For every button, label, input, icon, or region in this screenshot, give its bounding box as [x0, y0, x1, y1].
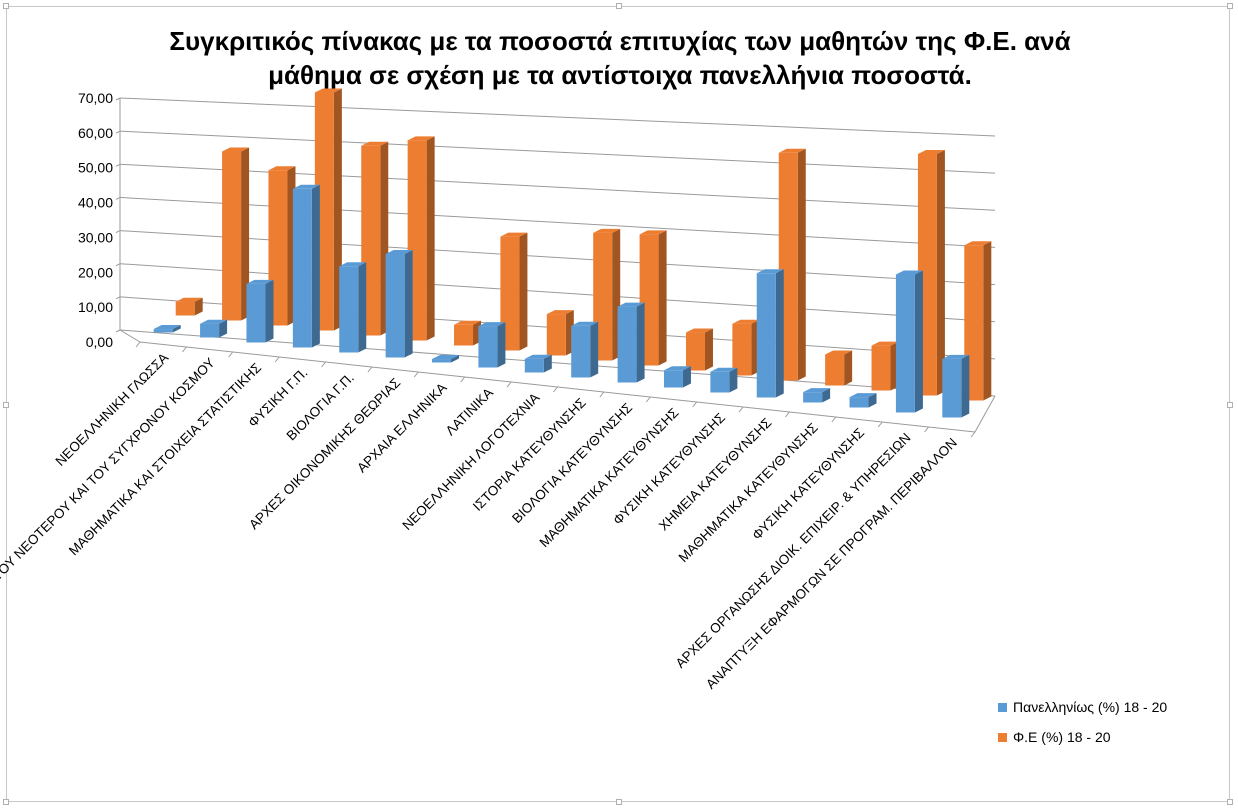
bar-panhellenic[interactable]	[756, 269, 784, 398]
bar-panhellenic[interactable]	[385, 250, 413, 358]
x-category-label: ΜΑΘΗΜΑΤΙΚΑ ΚΑΙ ΣΤΟΙΧΕΙΑ ΣΤΑΤΙΣΤΙΚΗΣ	[66, 360, 264, 558]
x-tick	[506, 381, 512, 388]
chart-title-line-1: Συγκριτικός πίνακας με τα ποσοστά επιτυχ…	[169, 26, 1071, 56]
x-tick	[460, 376, 466, 383]
x-tick	[692, 401, 698, 408]
y-tick-label: 60,00	[78, 125, 113, 141]
legend-item-school: Φ.Ε (%) 18 - 20	[998, 722, 1167, 752]
x-tick	[785, 411, 790, 418]
x-category-label: ΙΣΤΟΡΙΑ ΤΟΥ ΝΕΟΤΕΡΟΥ ΚΑΙ ΤΟΥ ΣΥΓΧΡΟΝΟΥ Κ…	[0, 355, 218, 622]
bar-panhellenic[interactable]	[246, 279, 274, 343]
resize-handle-left[interactable]	[3, 402, 9, 408]
gridline-side	[115, 130, 121, 134]
x-tick	[135, 341, 141, 348]
resize-handle-top-left[interactable]	[3, 3, 9, 9]
bar-panhellenic[interactable]	[617, 302, 645, 383]
bar-panhellenic[interactable]	[432, 355, 460, 363]
legend-swatch-panhellenic	[998, 702, 1007, 712]
x-tick	[228, 351, 234, 358]
bar-panhellenic[interactable]	[895, 270, 923, 413]
x-tick	[321, 361, 326, 368]
bar-panhellenic[interactable]	[339, 262, 367, 353]
x-tick	[738, 406, 744, 413]
bar-panhellenic[interactable]	[571, 321, 599, 378]
bar-school[interactable]	[732, 319, 760, 376]
bar-panhellenic[interactable]	[942, 354, 970, 418]
y-tick-label: 10,00	[78, 299, 113, 315]
bar-panhellenic[interactable]	[200, 319, 228, 338]
floor-right-edge	[974, 395, 996, 433]
chart-title-line-2: μάθημα σε σχέση με τα αντίστοιχα πανελλή…	[268, 60, 972, 90]
gridline	[119, 163, 996, 211]
bar-panhellenic[interactable]	[153, 325, 181, 333]
resize-handle-top-right[interactable]	[1227, 3, 1233, 9]
y-tick-label: 40,00	[78, 195, 113, 211]
x-tick	[645, 396, 651, 403]
gridline-side	[115, 97, 121, 101]
resize-handle-top[interactable]	[616, 3, 622, 9]
x-tick	[367, 366, 373, 373]
y-tick-label: 30,00	[78, 229, 113, 245]
legend-label-school: Φ.Ε (%) 18 - 20	[1013, 729, 1111, 745]
bar-panhellenic[interactable]	[524, 354, 552, 373]
bar-panhellenic[interactable]	[710, 367, 738, 393]
x-tick	[413, 371, 419, 378]
x-tick	[181, 346, 187, 353]
x-tick	[924, 426, 930, 433]
chart-legend[interactable]: Πανελληνίως (%) 18 - 20 Φ.Ε (%) 18 - 20	[998, 692, 1167, 752]
x-tick	[970, 431, 976, 438]
bar-panhellenic[interactable]	[803, 388, 831, 403]
gridline	[119, 230, 996, 286]
chart-title[interactable]: Συγκριτικός πίνακας με τα ποσοστά επιτυχ…	[120, 24, 1120, 92]
gridline-side	[115, 163, 121, 167]
bar-panhellenic[interactable]	[478, 322, 506, 368]
bar-school[interactable]	[500, 232, 528, 351]
x-category-label: ΑΝΑΠΤΥΞΗ ΕΦΑΡΜΟΓΩΝ ΣΕ ΠΡΟΓΡΑΜ. ΠΕΡΙΒΑΛΛΟ…	[703, 435, 960, 692]
legend-swatch-school	[998, 732, 1007, 742]
gridline-side	[115, 296, 121, 300]
bar-panhellenic[interactable]	[292, 184, 320, 348]
x-tick	[877, 421, 883, 428]
gridline-side	[115, 230, 121, 234]
x-tick	[553, 386, 558, 393]
bar-school[interactable]	[175, 297, 203, 316]
gridline-side	[115, 263, 121, 267]
bar-panhellenic[interactable]	[663, 366, 691, 388]
y-tick-label: 20,00	[78, 264, 113, 280]
bar-panhellenic[interactable]	[849, 393, 877, 408]
y-tick-label: 50,00	[78, 160, 113, 176]
bar-school[interactable]	[454, 320, 482, 346]
gridline	[119, 263, 996, 323]
resize-handle-bottom-left[interactable]	[3, 799, 9, 805]
bar-school[interactable]	[825, 350, 853, 386]
chart-frame[interactable]	[6, 6, 1230, 802]
gridline	[119, 130, 996, 174]
bar-school[interactable]	[546, 310, 574, 356]
x-tick	[599, 391, 605, 398]
bar-school[interactable]	[685, 328, 713, 371]
x-tick	[274, 356, 280, 363]
y-tick-label: 0,00	[86, 334, 113, 350]
legend-label-panhellenic: Πανελληνίως (%) 18 - 20	[1013, 699, 1168, 715]
resize-handle-right[interactable]	[1227, 402, 1233, 408]
y-tick-label: 70,00	[78, 90, 113, 106]
gridline-side	[115, 329, 121, 333]
gridline-side	[115, 196, 121, 200]
x-category-label: ΑΡΧΕΣ ΟΡΓΑΝΩΣΗΣ ΔΙΟΙΚ. ΕΠΙΧΕΙΡ. & ΥΠΗΡΕΣ…	[673, 430, 914, 671]
x-category-label: ΑΡΧΑΙΑ ΕΛΛΗΝΙΚΑ	[354, 380, 450, 476]
floor-left-edge	[119, 329, 141, 343]
x-category-label: ΛΑΤΙΝΙΚΑ	[443, 385, 496, 438]
gridline	[119, 97, 996, 137]
resize-handle-bottom[interactable]	[616, 799, 622, 805]
x-tick	[831, 416, 837, 423]
gridline	[119, 196, 996, 248]
bar-school[interactable]	[222, 147, 250, 321]
bar-school[interactable]	[871, 341, 899, 391]
legend-item-panhellenic: Πανελληνίως (%) 18 - 20	[998, 692, 1167, 722]
resize-handle-bottom-right[interactable]	[1227, 799, 1233, 805]
